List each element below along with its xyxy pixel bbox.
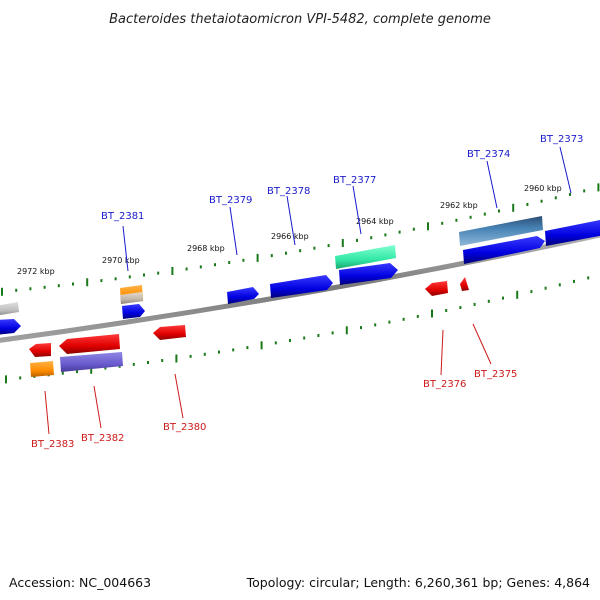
gene-bt-2380[interactable]: [153, 325, 186, 340]
scale-label: 2972 kbp: [17, 267, 55, 276]
scale-labels: 2972 kbp 2970 kbp 2968 kbp 2966 kbp 2964…: [17, 184, 562, 276]
gene-label[interactable]: BT_2377: [333, 175, 376, 186]
scale-label: 2964 kbp: [356, 217, 394, 226]
gene-bt-2374-steel[interactable]: [459, 216, 543, 246]
reverse-gene-labels: BT_2383 BT_2382 BT_2380 BT_2376 BT_2375: [31, 369, 517, 450]
map-title: Bacteroides thetaiotaomicron VPI-5482, c…: [109, 12, 491, 27]
gene-bt-2381-orange[interactable]: [120, 285, 143, 304]
scale-label: 2970 kbp: [102, 256, 140, 265]
gene-label[interactable]: BT_2383: [31, 439, 74, 450]
scale-ticks-lower: [5, 276, 590, 384]
gene-label[interactable]: BT_2373: [540, 134, 583, 145]
gene-bt-2383-red[interactable]: [29, 343, 51, 357]
gene-bt-2378[interactable]: [270, 275, 333, 298]
gene-bt-2383-orange[interactable]: [30, 361, 54, 377]
scale-label: 2962 kbp: [440, 201, 478, 210]
gene-label[interactable]: BT_2379: [209, 195, 252, 206]
gene-bt-2377[interactable]: [339, 263, 398, 285]
gene-label[interactable]: BT_2381: [101, 211, 144, 222]
gene-label[interactable]: BT_2376: [423, 379, 466, 390]
gene-label[interactable]: BT_2374: [467, 149, 510, 160]
gene-bt-2381[interactable]: [122, 304, 145, 319]
gene-label[interactable]: BT_2380: [163, 422, 206, 433]
gene-left-edge-gray[interactable]: [0, 302, 19, 316]
gene-label[interactable]: BT_2382: [81, 433, 124, 444]
gene-bt-2374[interactable]: [463, 236, 545, 264]
scale-label: 2960 kbp: [524, 184, 562, 193]
gene-bt-2377-teal[interactable]: [335, 245, 396, 269]
scale-label: 2966 kbp: [271, 232, 309, 241]
gene-label[interactable]: BT_2378: [267, 186, 310, 197]
gene-left-edge-blue[interactable]: [0, 319, 21, 335]
forward-strand-genes: [0, 216, 600, 335]
gene-bt-2376[interactable]: [425, 281, 448, 296]
label-leader-lines: [44, 146, 572, 435]
scale-label: 2968 kbp: [187, 244, 225, 253]
gene-bt-2379[interactable]: [227, 287, 259, 304]
gene-label[interactable]: BT_2375: [474, 369, 517, 380]
gene-bt-2375[interactable]: [460, 277, 469, 291]
forward-gene-labels: BT_2381 BT_2379 BT_2378 BT_2377 BT_2374 …: [101, 134, 583, 222]
accession-text: Accession: NC_004663: [9, 575, 151, 590]
gene-bt-2382-purple[interactable]: [60, 352, 123, 372]
reverse-strand-genes: [29, 277, 469, 377]
gene-bt-2373[interactable]: [545, 219, 600, 246]
topology-text: Topology: circular; Length: 6,260,361 bp…: [246, 575, 590, 590]
scale-ticks-upper: [1, 183, 600, 296]
gene-bt-2382-red[interactable]: [59, 334, 120, 354]
